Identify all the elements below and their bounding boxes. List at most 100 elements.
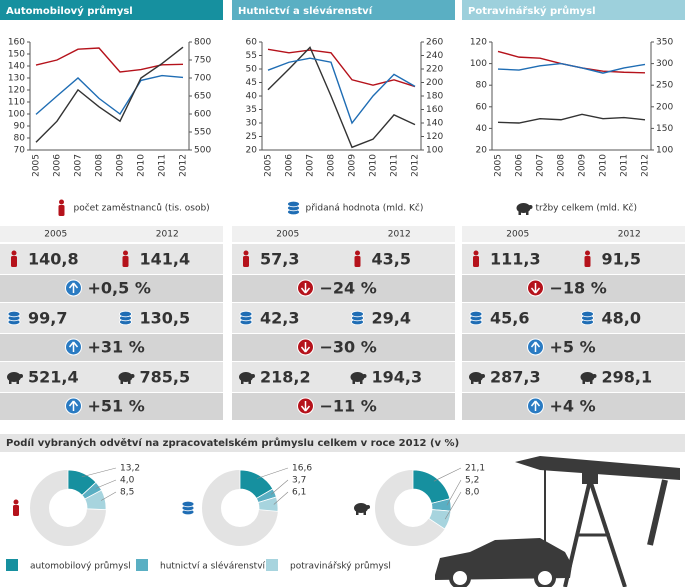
y2-tick-label: 200 xyxy=(426,78,443,88)
person-icon xyxy=(584,250,591,267)
panel-title: Automobilový průmysl xyxy=(6,4,133,17)
x-tick-label: 2009 xyxy=(348,154,358,177)
icon-part xyxy=(120,380,123,384)
legend-swatch xyxy=(266,559,278,571)
change-value: −30 % xyxy=(320,338,377,357)
coins-icon xyxy=(119,310,132,326)
series-line xyxy=(267,46,416,149)
change-value: +4 % xyxy=(550,397,596,416)
value: 194,3 xyxy=(372,368,423,387)
y-tick-label: 20 xyxy=(246,146,258,156)
series-line xyxy=(267,57,416,125)
y-tick-label: 130 xyxy=(8,74,25,84)
y-tick-label: 80 xyxy=(14,134,26,144)
x-tick-label: 2009 xyxy=(578,154,588,177)
legend-label: potravinářský průmysl xyxy=(290,561,391,572)
value-row xyxy=(0,303,223,333)
piggy-icon xyxy=(580,372,597,384)
y-tick-label: 70 xyxy=(14,146,26,156)
y-tick-label: 120 xyxy=(8,86,25,96)
change-row xyxy=(232,275,455,302)
x-tick-label: 2007 xyxy=(536,154,546,177)
x-tick-label: 2012 xyxy=(641,154,651,177)
change-row xyxy=(0,334,223,361)
icon-part xyxy=(355,250,360,256)
value: 57,3 xyxy=(260,250,299,269)
y-tick-label: 100 xyxy=(8,110,25,120)
icon-part xyxy=(248,380,251,384)
icon-part xyxy=(356,511,359,515)
legend-text: přidaná hodnota (mld. Kč) xyxy=(306,203,424,214)
x-tick-label: 2012 xyxy=(179,154,189,177)
leader-line xyxy=(256,467,289,479)
y-tick-label: 110 xyxy=(8,98,25,108)
legend-label: hutnictví a slévárenství xyxy=(160,561,266,572)
panel-title-bar xyxy=(462,0,685,20)
y2-tick-label: 100 xyxy=(426,146,443,156)
icon-part xyxy=(363,511,366,515)
value: 218,2 xyxy=(260,368,311,387)
value: 43,5 xyxy=(372,250,411,269)
series-line xyxy=(35,74,184,116)
value: 141,4 xyxy=(140,250,191,269)
icon-part xyxy=(287,200,300,208)
panel-title-bar xyxy=(0,0,223,20)
y2-tick-label: 150 xyxy=(656,124,673,134)
icon-part xyxy=(16,380,19,384)
year-label: 2012 xyxy=(156,230,179,240)
share-title: Podíl vybraných odvětví na zpracovatelsk… xyxy=(6,436,459,449)
icon-part xyxy=(59,199,64,205)
year-label: 2005 xyxy=(506,230,529,240)
x-tick-label: 2011 xyxy=(158,154,168,177)
coins-icon xyxy=(581,310,594,326)
y2-tick-label: 200 xyxy=(656,102,673,112)
icon-part xyxy=(526,211,529,215)
icon-part xyxy=(352,380,355,384)
icon-part xyxy=(366,505,370,509)
piggy-icon xyxy=(350,372,367,384)
legend-swatch xyxy=(136,559,148,571)
x-tick-label: 2008 xyxy=(95,154,105,177)
value-label: 5,2 xyxy=(465,476,479,486)
y-tick-label: 30 xyxy=(246,119,258,129)
change-arrow xyxy=(68,400,79,411)
icon-part xyxy=(239,310,253,318)
coins-icon xyxy=(181,500,195,516)
value: 140,8 xyxy=(28,250,79,269)
icon-part xyxy=(11,256,17,267)
change-row xyxy=(462,393,685,420)
y2-tick-label: 180 xyxy=(426,92,443,102)
value: 29,4 xyxy=(372,309,411,328)
person-icon xyxy=(13,499,19,516)
change-arrow xyxy=(300,401,311,412)
icon-part xyxy=(581,310,594,318)
leader-line xyxy=(101,491,117,501)
y-tick-label: 55 xyxy=(246,51,257,61)
x-tick-label: 2012 xyxy=(411,154,421,177)
icon-part xyxy=(119,310,132,318)
icon-part xyxy=(241,380,244,384)
person-icon xyxy=(243,250,249,267)
change-row xyxy=(0,275,223,302)
value-label: 21,1 xyxy=(465,464,485,474)
icon-part xyxy=(469,310,483,318)
leader-line xyxy=(444,491,462,520)
x-tick-label: 2008 xyxy=(557,154,567,177)
change-arrow xyxy=(68,341,79,352)
value: 99,7 xyxy=(28,309,67,328)
icon-part xyxy=(19,374,23,378)
y-tick-label: 50 xyxy=(246,65,258,75)
y2-tick-label: 300 xyxy=(656,59,673,69)
person-icon xyxy=(11,250,17,267)
y2-tick-label: 100 xyxy=(656,146,673,156)
x-tick-label: 2010 xyxy=(369,154,379,177)
x-tick-label: 2010 xyxy=(137,154,147,177)
change-arrow xyxy=(300,283,311,294)
donut-segment xyxy=(428,509,452,530)
x-tick-label: 2005 xyxy=(264,154,274,177)
icon-part xyxy=(128,380,131,384)
coins-icon xyxy=(351,310,364,326)
y-tick-label: 160 xyxy=(8,38,25,48)
icon-part xyxy=(351,310,364,318)
y-tick-label: 35 xyxy=(246,105,257,115)
